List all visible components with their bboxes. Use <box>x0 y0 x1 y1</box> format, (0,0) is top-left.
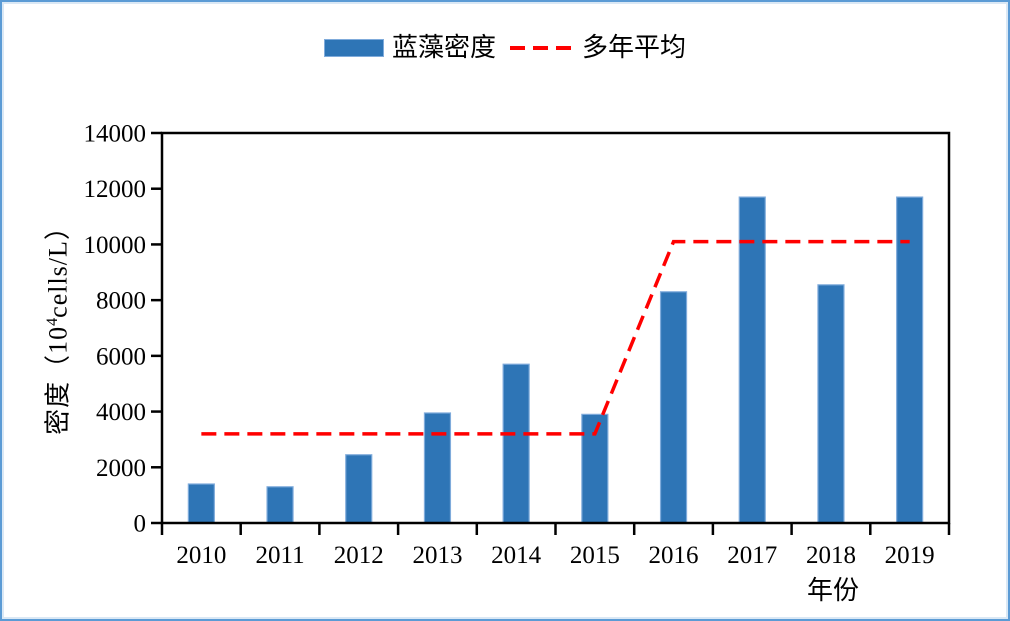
y-axis-title-superscript: 4 <box>43 317 61 326</box>
y-tick-label: 12000 <box>84 176 147 203</box>
bar-2010 <box>187 483 215 524</box>
legend-dashed-line-swatch <box>510 46 574 50</box>
x-tick-label: 2014 <box>491 542 542 569</box>
bar-2019 <box>896 196 924 524</box>
y-tick-label: 14000 <box>84 121 147 148</box>
x-tick-label: 2010 <box>176 542 226 569</box>
y-axis-title-units: cells/L） <box>43 213 73 318</box>
x-tick-label: 2013 <box>412 542 462 569</box>
chart-legend: 蓝藻密度 多年平均 <box>2 32 1008 64</box>
x-tick-label: 2011 <box>256 542 305 569</box>
legend-label-multiyear-average: 多年平均 <box>582 33 687 62</box>
y-axis-title: 密度（104cells/L） <box>38 213 75 435</box>
y-tick-label: 4000 <box>96 399 146 426</box>
x-tick-label: 2019 <box>885 542 935 569</box>
y-axis-title-text: 密度（10 <box>43 325 73 435</box>
x-tick-label: 2017 <box>727 542 777 569</box>
bar-2014 <box>502 363 530 524</box>
x-tick-label: 2016 <box>649 542 699 569</box>
bar-2018 <box>817 284 845 524</box>
y-tick-label: 6000 <box>96 343 146 370</box>
legend-label-algae-density: 蓝藻密度 <box>391 33 496 62</box>
x-axis-title: 年份 <box>806 576 860 605</box>
x-tick-label: 2015 <box>570 542 620 569</box>
legend-bar-swatch <box>323 39 384 57</box>
bar-2016 <box>659 291 688 524</box>
y-tick-label: 8000 <box>96 288 146 315</box>
y-tick-label: 0 <box>134 511 147 538</box>
x-tick-label: 2018 <box>806 542 856 569</box>
bar-2012 <box>345 454 373 524</box>
bar-2011 <box>266 486 294 524</box>
bar-2013 <box>423 412 452 524</box>
multiyear-average-line <box>201 239 910 436</box>
y-tick-label: 10000 <box>84 232 147 259</box>
x-tick-label: 2012 <box>334 542 384 569</box>
y-tick-label: 2000 <box>96 455 146 482</box>
bar-2017 <box>738 196 766 524</box>
